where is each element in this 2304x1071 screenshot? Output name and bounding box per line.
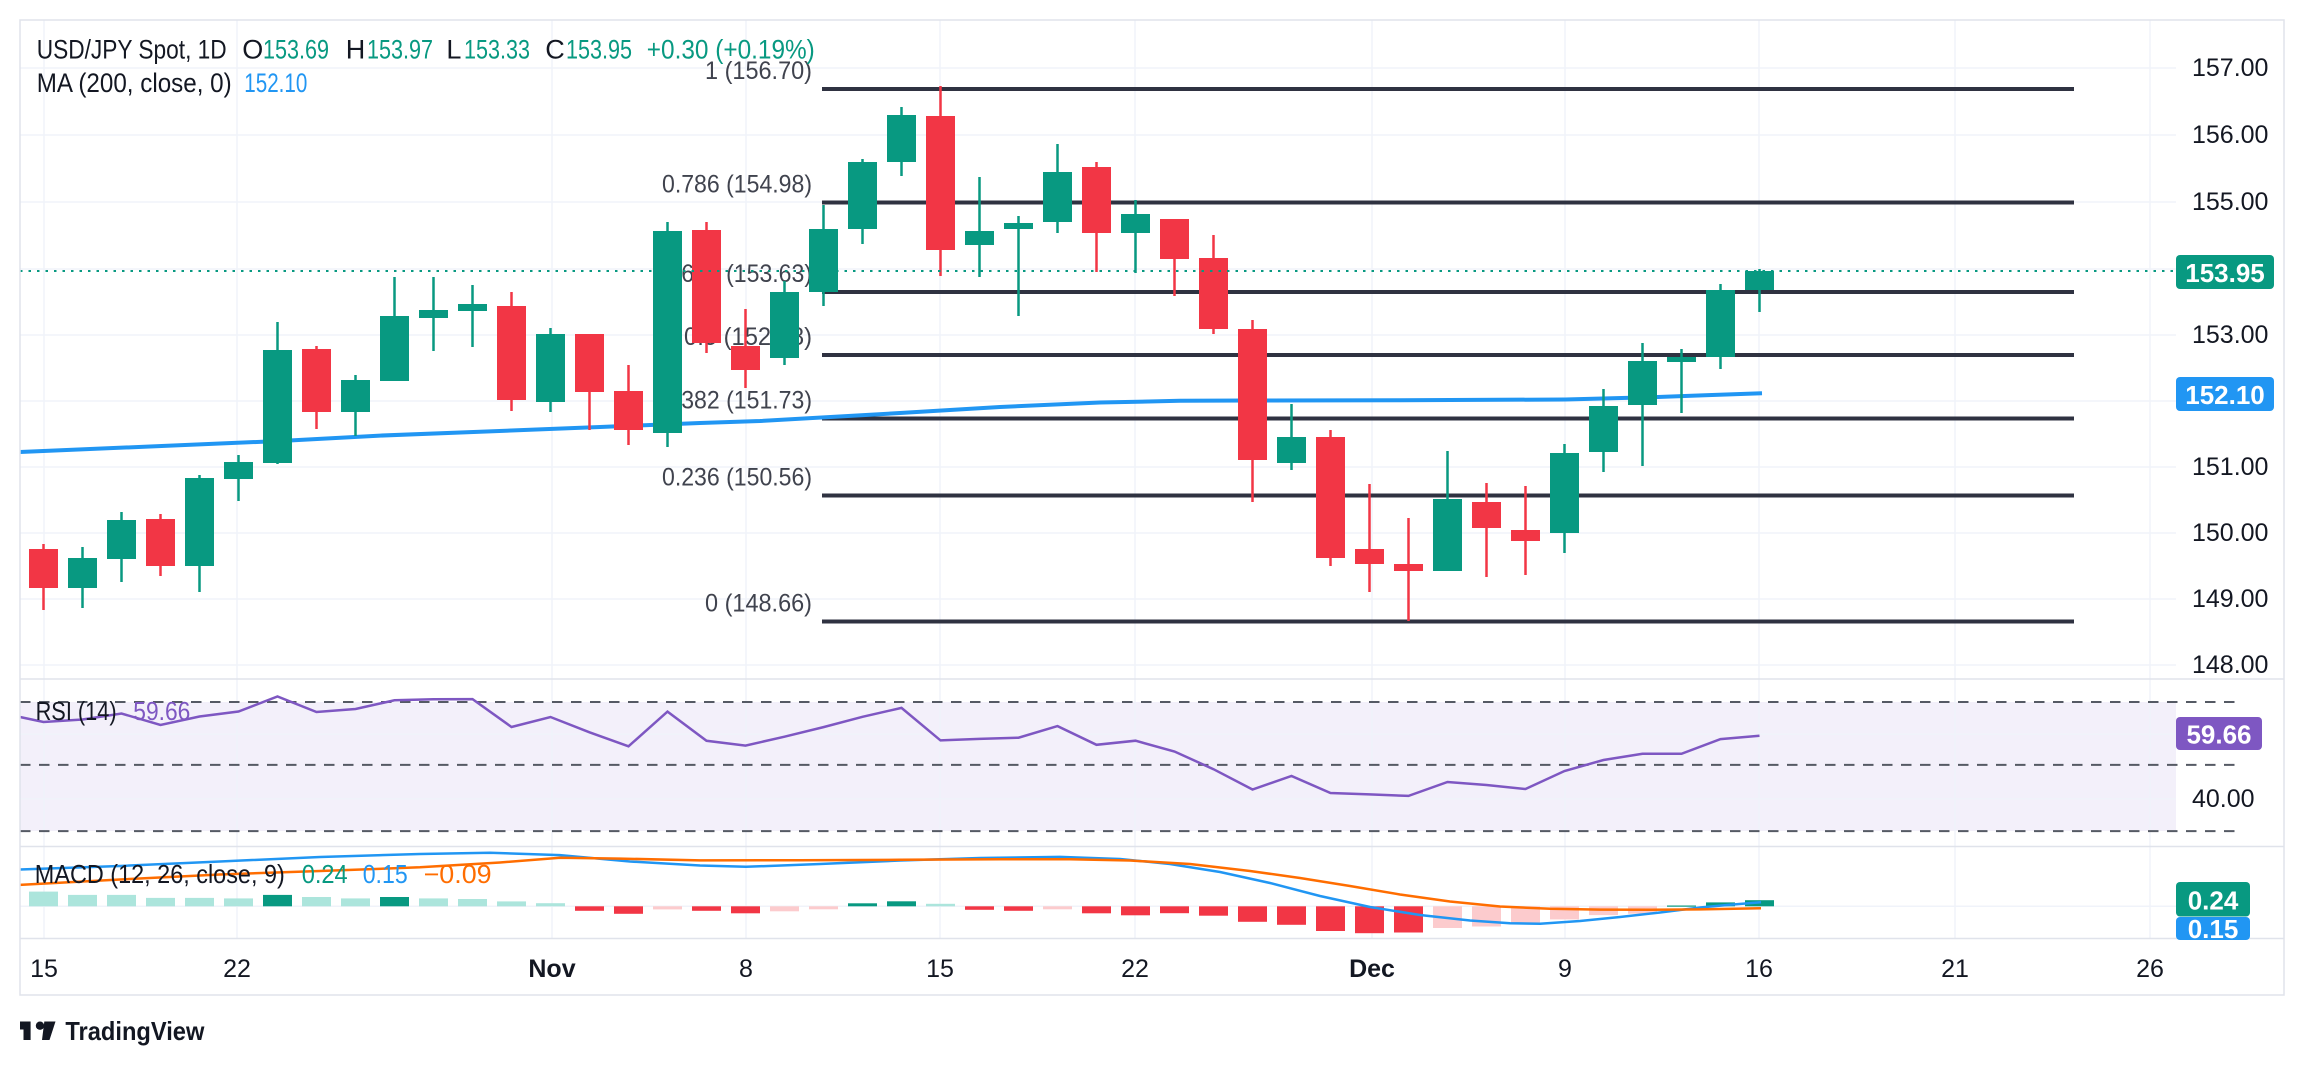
svg-text:22: 22 <box>1121 955 1149 983</box>
svg-text:153.00: 153.00 <box>2192 321 2268 349</box>
svg-text:153.95: 153.95 <box>566 35 632 65</box>
svg-text:0 (148.66): 0 (148.66) <box>705 590 812 618</box>
svg-text:155.00: 155.00 <box>2192 188 2268 216</box>
svg-text:1 (156.70): 1 (156.70) <box>705 57 812 85</box>
svg-text:RSI (14): RSI (14) <box>36 696 117 726</box>
svg-text:0.24: 0.24 <box>302 859 348 889</box>
svg-text:59.66: 59.66 <box>133 696 190 726</box>
svg-text:150.00: 150.00 <box>2192 519 2268 547</box>
svg-text:−0.09: −0.09 <box>424 859 492 889</box>
svg-text:21: 21 <box>1941 955 1969 983</box>
svg-text:148.00: 148.00 <box>2192 651 2268 679</box>
svg-text:0.24: 0.24 <box>2188 885 2239 915</box>
svg-text:H: H <box>346 35 366 65</box>
svg-text:26: 26 <box>2136 955 2164 983</box>
svg-text:TradingView: TradingView <box>65 1016 205 1046</box>
svg-text:156.00: 156.00 <box>2192 121 2268 149</box>
svg-text:153.33: 153.33 <box>464 35 530 65</box>
svg-text:0.236 (150.56): 0.236 (150.56) <box>662 464 812 492</box>
svg-text:8: 8 <box>739 955 753 983</box>
svg-text:16: 16 <box>1745 955 1773 983</box>
svg-text:152.10: 152.10 <box>244 68 307 98</box>
svg-text:22: 22 <box>223 955 251 983</box>
svg-text:0.15: 0.15 <box>2188 914 2239 944</box>
svg-text:0.786 (154.98): 0.786 (154.98) <box>662 171 812 199</box>
svg-text:MACD (12, 26, close, 9): MACD (12, 26, close, 9) <box>35 859 285 889</box>
svg-text:Dec: Dec <box>1349 955 1395 983</box>
svg-text:0.15: 0.15 <box>363 859 408 889</box>
svg-text:C: C <box>545 35 565 65</box>
svg-text:O: O <box>242 35 263 65</box>
svg-text:153.95: 153.95 <box>2185 258 2265 288</box>
svg-text:40.00: 40.00 <box>2192 785 2255 813</box>
svg-text:15: 15 <box>30 955 58 983</box>
svg-text:USD/JPY Spot, 1D: USD/JPY Spot, 1D <box>37 35 227 65</box>
svg-text:15: 15 <box>926 955 954 983</box>
svg-text:9: 9 <box>1558 955 1572 983</box>
svg-text:59.66: 59.66 <box>2186 720 2251 750</box>
svg-text:151.00: 151.00 <box>2192 453 2268 481</box>
svg-text:153.69: 153.69 <box>263 35 329 65</box>
svg-text:0.618 (153.63): 0.618 (153.63) <box>662 260 812 288</box>
svg-text:0.382 (151.73): 0.382 (151.73) <box>662 387 812 415</box>
svg-text:Nov: Nov <box>528 955 575 983</box>
svg-text:MA (200, close, 0): MA (200, close, 0) <box>37 68 232 98</box>
svg-text:149.00: 149.00 <box>2192 585 2268 613</box>
svg-text:152.10: 152.10 <box>2185 380 2265 410</box>
svg-text:153.97: 153.97 <box>367 35 433 65</box>
svg-text:L: L <box>446 35 461 65</box>
svg-text:+0.30 (+0.19%): +0.30 (+0.19%) <box>647 35 815 65</box>
svg-text:157.00: 157.00 <box>2192 54 2268 82</box>
